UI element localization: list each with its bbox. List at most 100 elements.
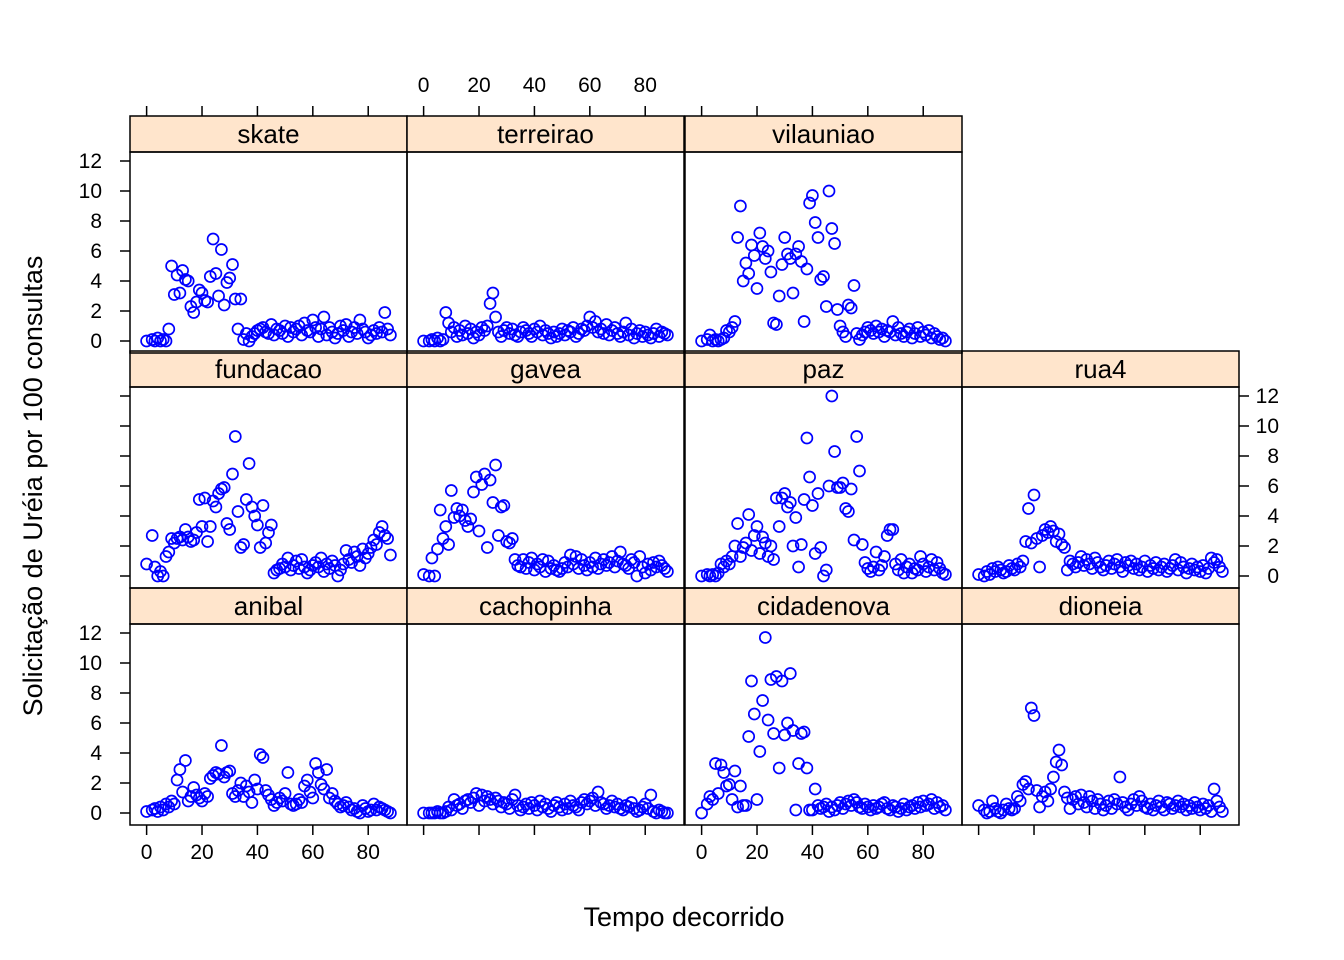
x-tick-label: 60 bbox=[578, 74, 601, 97]
data-point bbox=[1113, 770, 1127, 784]
y-axis-left-row bbox=[120, 395, 130, 577]
data-point bbox=[248, 509, 262, 523]
data-point bbox=[439, 520, 453, 533]
data-point bbox=[1216, 805, 1229, 818]
strip-label-fundacao: fundacao bbox=[215, 354, 322, 384]
data-point bbox=[875, 559, 889, 572]
data-point bbox=[198, 787, 212, 800]
series-fundacao bbox=[140, 430, 397, 583]
data-point bbox=[1041, 794, 1055, 808]
data-point bbox=[378, 529, 392, 542]
data-point bbox=[309, 321, 322, 334]
data-point bbox=[353, 313, 367, 327]
data-point bbox=[781, 716, 794, 730]
data-point bbox=[370, 327, 383, 340]
data-point bbox=[278, 787, 292, 800]
data-point bbox=[422, 569, 436, 583]
data-point bbox=[226, 258, 239, 271]
data-point bbox=[306, 313, 320, 327]
panel-skate: skate bbox=[129, 115, 408, 354]
data-point bbox=[162, 322, 176, 336]
data-point bbox=[148, 802, 162, 815]
data-point bbox=[361, 547, 375, 560]
x-axis-bottom-col1: 0 20 40 60 80 bbox=[141, 825, 380, 864]
data-point bbox=[381, 322, 394, 336]
data-point bbox=[209, 267, 223, 280]
y-tick-label: 4 bbox=[90, 742, 102, 765]
data-point bbox=[187, 533, 201, 547]
data-point bbox=[808, 782, 822, 796]
data-point bbox=[775, 674, 789, 688]
data-point bbox=[497, 499, 511, 512]
data-point bbox=[613, 545, 627, 559]
x-axis-top-col3 bbox=[700, 106, 924, 116]
y-tick-label: 2 bbox=[90, 300, 102, 323]
data-point bbox=[649, 560, 663, 574]
data-point bbox=[295, 553, 309, 566]
y-tick-label: 10 bbox=[79, 180, 102, 203]
data-point bbox=[817, 270, 830, 283]
data-point bbox=[1085, 794, 1099, 808]
strip-label-rua4: rua4 bbox=[1074, 354, 1126, 384]
data-point bbox=[170, 773, 184, 787]
data-point bbox=[289, 554, 303, 568]
series-vilauniao bbox=[695, 184, 952, 348]
panel-cidadenova: cidadenova bbox=[684, 587, 963, 826]
data-point bbox=[792, 560, 805, 574]
data-point bbox=[811, 799, 825, 812]
data-point bbox=[262, 526, 275, 539]
data-point bbox=[711, 787, 725, 800]
data-point bbox=[256, 499, 270, 512]
data-point bbox=[811, 231, 825, 244]
data-point bbox=[212, 289, 225, 303]
series-cidadenova bbox=[695, 631, 952, 820]
data-point bbox=[1044, 782, 1057, 796]
strip-label-cachopinha: cachopinha bbox=[479, 591, 613, 621]
data-point bbox=[817, 569, 830, 583]
data-point bbox=[703, 790, 717, 803]
data-point bbox=[431, 542, 444, 556]
strip-label-skate: skate bbox=[237, 119, 299, 149]
data-point bbox=[331, 569, 345, 583]
data-point bbox=[641, 557, 655, 571]
data-point bbox=[1185, 802, 1199, 815]
data-point bbox=[742, 267, 756, 280]
data-point bbox=[384, 806, 397, 820]
x-tick-label: 40 bbox=[801, 841, 824, 864]
data-point bbox=[428, 334, 442, 348]
x-tick-label: 0 bbox=[696, 841, 708, 864]
x-axis-top-col2: 0 20 40 60 80 bbox=[418, 74, 657, 116]
data-point bbox=[195, 286, 209, 300]
data-point bbox=[464, 512, 478, 526]
data-point bbox=[794, 255, 808, 268]
data-point bbox=[1077, 559, 1091, 572]
data-point bbox=[165, 794, 178, 808]
y-tick-label: 12 bbox=[79, 622, 102, 645]
data-point bbox=[778, 231, 792, 244]
strip-anibal bbox=[129, 587, 408, 625]
data-point bbox=[381, 532, 394, 545]
data-point bbox=[201, 790, 214, 803]
data-point bbox=[714, 758, 728, 772]
data-point bbox=[836, 476, 850, 490]
data-point bbox=[842, 298, 855, 312]
data-point bbox=[159, 334, 173, 348]
data-point bbox=[811, 487, 825, 500]
data-point bbox=[187, 781, 201, 794]
panel-frames: anibal cachopinha cidadenova dioneia fundaca… bbox=[129, 115, 1240, 826]
data-point bbox=[731, 517, 744, 530]
data-point bbox=[1216, 565, 1229, 578]
data-point bbox=[853, 464, 866, 478]
data-point bbox=[1016, 554, 1030, 568]
strip-gavea bbox=[406, 350, 685, 388]
data-point bbox=[162, 545, 176, 559]
data-point bbox=[234, 541, 248, 554]
strip-label-terreirao: terreirao bbox=[497, 119, 594, 149]
plot-area-dioneia bbox=[961, 623, 1240, 826]
data-point bbox=[828, 445, 841, 458]
data-point bbox=[825, 222, 839, 235]
data-point bbox=[431, 331, 444, 345]
data-point bbox=[734, 550, 747, 563]
series-anibal bbox=[140, 739, 397, 820]
data-point bbox=[889, 328, 902, 342]
